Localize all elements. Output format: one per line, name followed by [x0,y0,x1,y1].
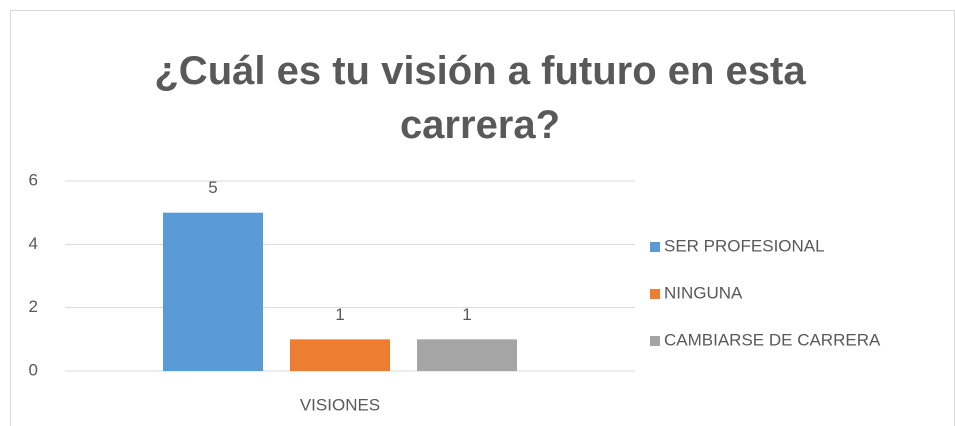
legend-swatch [650,336,660,346]
data-label: 5 [208,178,217,197]
y-tick-label: 2 [29,297,38,316]
legend-label: NINGUNA [664,283,743,302]
chart-title: ¿Cuál es tu visión a futuro en esta carr… [154,49,806,147]
bar [290,339,390,371]
x-tick-label: VISIONES [300,395,380,414]
data-label: 1 [462,305,471,324]
y-tick-label: 4 [29,234,38,253]
legend-swatch [650,289,660,299]
bar [163,212,263,371]
legend-label: SER PROFESIONAL [664,236,825,255]
legend-label: CAMBIARSE DE CARRERA [664,330,881,349]
y-tick-label: 6 [29,170,38,189]
legend-swatch [650,242,660,252]
data-label: 1 [335,305,344,324]
bar [417,339,517,371]
y-tick-label: 0 [29,360,38,379]
